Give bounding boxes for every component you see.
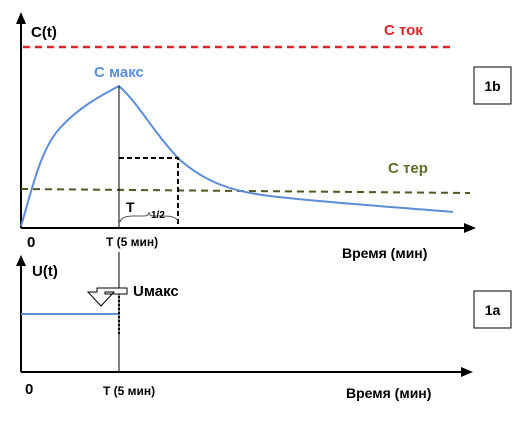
half-life-brace — [119, 211, 179, 223]
half-life-box — [119, 157, 179, 226]
top-panel-tag: 1b — [484, 78, 500, 94]
concentration-curve — [20, 84, 454, 227]
bottom-x-axis-arrow — [461, 367, 473, 377]
top-y-label: C(t) — [31, 24, 57, 41]
bottom-y-label: U(t) — [32, 263, 58, 280]
c-tok-label: С ток — [384, 22, 423, 39]
top-x-label: Время (мин) — [342, 245, 427, 261]
bottom-x-label: Время (мин) — [346, 385, 431, 401]
c-ter-line — [20, 188, 471, 194]
c-ter-label: С тер — [388, 160, 428, 177]
bottom-panel-tag-box — [473, 290, 512, 329]
u-max-pointer-icon — [86, 287, 128, 307]
bottom-y-axis-arrow — [16, 255, 26, 266]
u-max-label: Uмакс — [133, 283, 179, 300]
top-y-axis-arrow — [16, 12, 26, 24]
top-t-label: T (5 мин) — [106, 235, 158, 249]
top-x-axis-arrow — [464, 223, 476, 233]
top-origin-label: 0 — [27, 234, 35, 251]
half-life-label: T — [126, 199, 135, 215]
bottom-origin-label: 0 — [25, 381, 33, 398]
c-max-label: С макс — [94, 64, 144, 81]
half-life-sub: 1/2 — [151, 210, 165, 221]
top-panel-tag-box — [473, 66, 512, 105]
bottom-panel-tag: 1a — [485, 302, 501, 318]
bottom-t-label: T (5 мин) — [103, 384, 155, 398]
